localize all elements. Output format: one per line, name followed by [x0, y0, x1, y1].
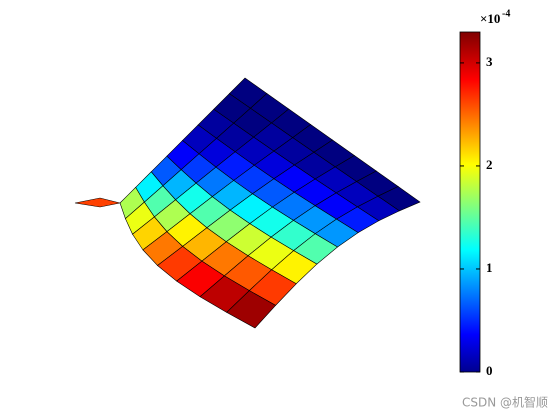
colorbar [459, 31, 481, 373]
surface-flap [74, 197, 121, 208]
colorbar-tick-label: 2 [486, 157, 493, 172]
colorbar-tick-label: 3 [486, 54, 493, 69]
surface [74, 77, 421, 329]
colorbar-tick-label: 0 [486, 363, 493, 378]
colorbar-tick-label: 1 [486, 260, 493, 275]
colorbar-exponent-base: ×10 [480, 11, 500, 26]
colorbar-exponent-power: -4 [502, 8, 510, 19]
colorbar-ticks: 0 1 2 3 [460, 54, 493, 378]
watermark: CSDN @机智顺 [462, 395, 548, 410]
surface-cell [226, 290, 277, 329]
